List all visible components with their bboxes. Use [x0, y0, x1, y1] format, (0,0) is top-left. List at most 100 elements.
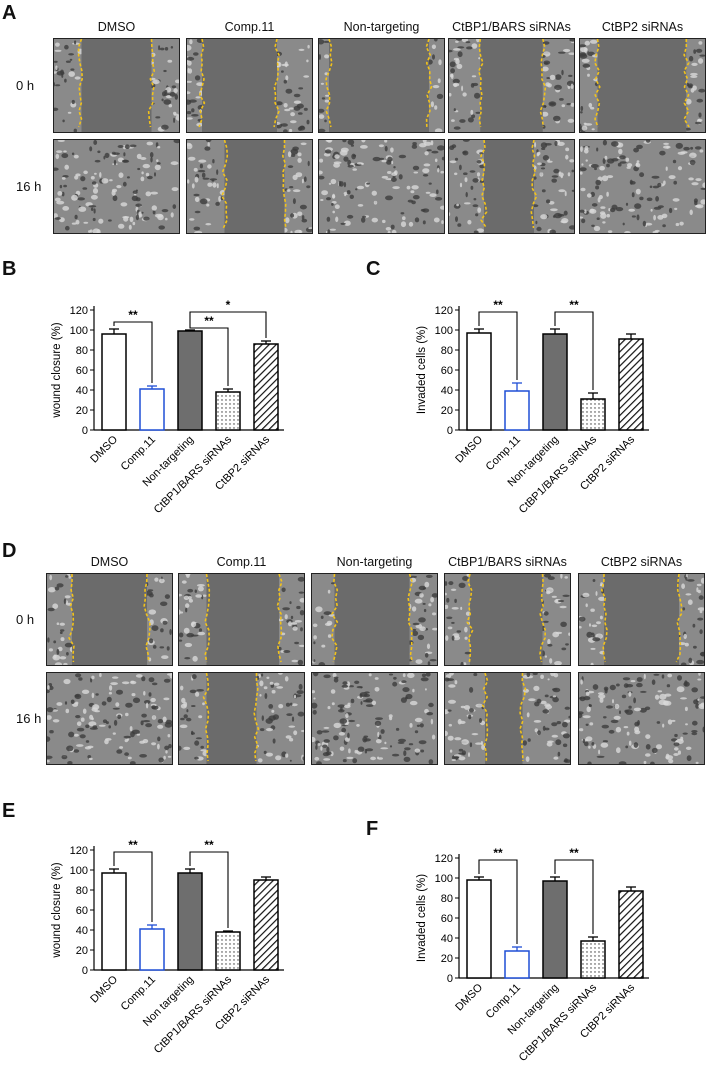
y-tick-label: 80 — [441, 893, 453, 905]
significance-label: ** — [128, 838, 138, 852]
y-tick-label: 0 — [447, 973, 453, 985]
micrograph-non-targeting-16-h — [318, 139, 445, 234]
significance-label: * — [226, 298, 231, 312]
bar-ctbp2-sirnas — [253, 879, 279, 971]
x-tick-label: DMSO — [453, 433, 485, 465]
y-tick-label: 60 — [441, 913, 453, 925]
micrograph-comp-11-16-h — [178, 672, 305, 765]
significance-label: ** — [569, 846, 579, 860]
panel-letter-d: D — [2, 540, 17, 562]
bar-chart-b: 0 20 40 60 80 100 120 wound closure (%) DMSOComp… — [51, 298, 284, 516]
micrograph-ctbp2-sirnas-16-h — [579, 139, 706, 234]
significance-bracket — [113, 851, 153, 922]
row-label-0-h: 0 h — [16, 77, 35, 93]
y-tick-label: 40 — [441, 933, 453, 945]
bar-ctbp1-bars-sirnas — [215, 931, 241, 971]
significance-bracket — [113, 321, 153, 383]
x-tick-label: Comp.11 — [484, 982, 523, 1021]
x-tick-label: Comp.11 — [484, 434, 523, 473]
micrograph-grid-a: DMSO Comp.11 Non-targeting CtBP1/BARS siRNA… — [0, 0, 709, 250]
significance-bracket — [554, 311, 594, 390]
micrograph-grid-d: DMSO Comp.11 Non-targeting CtBP1/BARS siRNA… — [16, 555, 705, 765]
micrograph-comp-11-0-h — [186, 38, 313, 133]
y-axis-label: wound closure (%) — [51, 322, 63, 418]
bar-ctbp1-bars-sirnas — [580, 398, 606, 431]
significance-bracket — [478, 311, 518, 380]
bar-chart-e: 0 20 40 60 80 100 120 wound closure (%) DMSOComp… — [51, 838, 284, 1056]
bar-chart-f: 0 20 40 60 80 100 120 Invaded cells (%) DMSOComp… — [416, 846, 649, 1064]
y-tick-label: 20 — [441, 953, 453, 965]
y-tick-label: 120 — [70, 305, 88, 317]
significance-label: ** — [128, 308, 138, 322]
y-tick-label: 60 — [441, 365, 453, 377]
micrograph-non-targeting-0-h — [311, 573, 438, 666]
micrograph-non-targeting-0-h — [318, 38, 445, 133]
significance-bracket — [554, 859, 594, 934]
bar-ctbp2-sirnas — [253, 343, 279, 431]
y-axis-label: wound closure (%) — [51, 862, 63, 958]
bar-non-targeting — [542, 880, 568, 979]
significance-label: ** — [493, 298, 503, 312]
y-tick-label: 20 — [76, 945, 88, 957]
row-label-16-h: 16 h — [16, 710, 42, 726]
y-tick-label: 120 — [435, 305, 453, 317]
bar-comp-11 — [139, 928, 165, 971]
column-label-comp-11: Comp.11 — [224, 20, 275, 34]
x-tick-label: Comp.11 — [119, 974, 158, 1013]
significance-label: ** — [569, 298, 579, 312]
micrograph-non-targeting-16-h — [311, 672, 438, 765]
micrograph-ctbp1-bars-sirnas-16-h — [448, 139, 575, 234]
micrograph-ctbp2-sirnas-0-h — [579, 38, 706, 133]
micrograph-comp-11-16-h — [186, 139, 313, 234]
significance-bracket — [478, 859, 518, 944]
row-label-16-h: 16 h — [16, 178, 42, 194]
y-tick-label: 0 — [447, 425, 453, 437]
bar-dmso — [101, 333, 127, 431]
y-tick-label: 40 — [76, 385, 88, 397]
bar-ctbp1-bars-sirnas — [580, 940, 606, 979]
y-tick-label: 0 — [82, 965, 88, 977]
significance-label: ** — [204, 838, 214, 852]
micrograph-ctbp2-sirnas-16-h — [578, 672, 705, 765]
column-label-comp-11: Comp.11 — [216, 555, 267, 569]
column-label-ctbp1-bars-sirnas: CtBP1/BARS siRNAs — [452, 20, 571, 34]
y-axis-label: Invaded cells (%) — [416, 874, 428, 962]
y-tick-label: 20 — [441, 405, 453, 417]
bar-ctbp2-sirnas — [618, 890, 644, 979]
bar-non-targeting — [177, 330, 203, 431]
y-tick-label: 40 — [441, 385, 453, 397]
y-tick-label: 100 — [435, 325, 453, 337]
column-label-ctbp2-sirnas: CtBP2 siRNAs — [600, 555, 683, 569]
x-tick-label: Comp.11 — [119, 434, 158, 473]
significance-label: ** — [204, 314, 214, 328]
y-tick-label: 60 — [76, 365, 88, 377]
significance-label: ** — [493, 846, 503, 860]
y-tick-label: 120 — [70, 845, 88, 857]
significance-bracket — [189, 851, 229, 928]
bar-ctbp2-sirnas — [618, 338, 644, 431]
micrograph-ctbp1-bars-sirnas-16-h — [444, 672, 571, 765]
y-tick-label: 80 — [76, 345, 88, 357]
y-tick-label: 100 — [435, 873, 453, 885]
column-label-dmso: DMSO — [97, 20, 136, 34]
bar-dmso — [466, 879, 492, 979]
micrograph-ctbp1-bars-sirnas-0-h — [444, 573, 571, 666]
bar-chart-c: 0 20 40 60 80 100 120 Invaded cells (%) DMSOComp… — [416, 298, 649, 516]
x-tick-label: DMSO — [453, 981, 485, 1013]
bar-comp-11 — [139, 388, 165, 431]
x-tick-label: DMSO — [88, 973, 120, 1005]
y-axis-label: Invaded cells (%) — [416, 326, 428, 414]
panel-letter-a: A — [2, 2, 17, 24]
row-label-0-h: 0 h — [16, 611, 35, 627]
column-label-non-targeting: Non-targeting — [336, 555, 413, 569]
x-tick-label: DMSO — [88, 433, 120, 465]
y-tick-label: 100 — [70, 325, 88, 337]
panel-letter-c: C — [366, 258, 381, 280]
micrograph-dmso-16-h — [53, 139, 180, 234]
y-tick-label: 0 — [82, 425, 88, 437]
panel-letter-b: B — [2, 258, 17, 280]
y-tick-label: 80 — [76, 885, 88, 897]
micrograph-dmso-0-h — [53, 38, 180, 133]
micrograph-comp-11-0-h — [178, 573, 305, 666]
bar-dmso — [466, 332, 492, 431]
